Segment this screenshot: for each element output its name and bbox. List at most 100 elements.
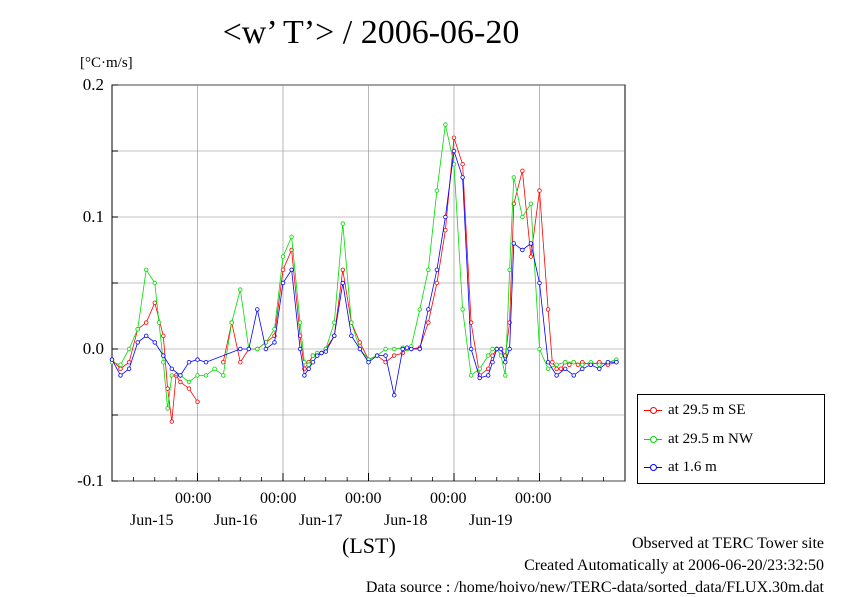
data-point <box>323 349 328 354</box>
data-point <box>212 366 217 371</box>
data-point <box>306 362 311 367</box>
data-point <box>229 320 234 325</box>
legend-label: at 29.5 m SE <box>668 401 746 418</box>
data-point <box>289 267 294 272</box>
data-point <box>238 360 243 365</box>
x-tick-date-label: Jun-18 <box>384 512 428 529</box>
data-point <box>357 346 363 352</box>
data-point <box>571 373 576 378</box>
data-point <box>297 320 303 325</box>
data-point <box>426 307 431 312</box>
x-tick-time-label: 00:00 <box>430 490 467 507</box>
y-tick-label: 0.1 <box>82 207 104 226</box>
data-point <box>152 340 157 345</box>
legend-item: at 29.5 m SE <box>644 400 746 420</box>
data-point <box>126 346 132 352</box>
x-tick-date-label: Jun-16 <box>214 512 258 529</box>
data-point <box>220 360 226 365</box>
data-point <box>426 320 431 325</box>
data-point <box>554 373 559 378</box>
data-point <box>315 353 320 358</box>
data-point <box>477 366 482 371</box>
data-point <box>109 357 115 362</box>
data-point <box>443 122 448 127</box>
data-point <box>118 366 123 371</box>
legend-swatch-red <box>644 406 662 414</box>
y-tick-label: 0.0 <box>82 339 104 358</box>
data-point <box>511 175 516 180</box>
data-point <box>404 345 410 350</box>
data-point <box>118 362 123 367</box>
data-point <box>297 346 303 352</box>
data-point <box>272 327 277 332</box>
data-point <box>490 353 495 358</box>
data-point <box>280 254 286 259</box>
data-point <box>443 227 448 233</box>
data-point <box>520 247 525 253</box>
data-point <box>554 362 559 367</box>
data-point <box>366 360 371 365</box>
data-point <box>135 327 140 332</box>
data-point <box>165 386 170 391</box>
data-point <box>186 360 192 365</box>
series-line <box>111 301 198 422</box>
data-point <box>152 300 157 305</box>
data-point <box>545 307 551 312</box>
footer-source: Data source : /home/hoivo/new/TERC-data/… <box>365 579 824 596</box>
data-point <box>545 360 551 365</box>
data-point <box>460 307 465 312</box>
x-axis-label: (LST) <box>342 533 396 558</box>
data-point <box>118 373 123 378</box>
data-point <box>126 360 132 365</box>
data-point <box>263 346 269 352</box>
y-axis-unit-label: [°C·m/s] <box>80 55 133 71</box>
data-point <box>392 393 397 398</box>
data-point <box>203 360 209 365</box>
data-point <box>152 280 157 286</box>
data-point <box>203 373 209 378</box>
y-tick-label: -0.1 <box>77 471 104 490</box>
data-point <box>238 346 243 352</box>
data-point <box>392 353 397 358</box>
data-point <box>460 175 465 180</box>
data-point <box>605 360 611 365</box>
legend-swatch-green <box>644 435 662 443</box>
data-point <box>156 320 162 325</box>
data-point <box>409 346 414 352</box>
data-point <box>511 241 516 246</box>
legend-item: at 1.6 m <box>644 457 717 477</box>
data-point <box>537 346 542 352</box>
series-line <box>111 150 617 396</box>
data-point <box>143 333 149 338</box>
legend-swatch-blue <box>644 463 662 471</box>
x-tick-date-label: Jun-15 <box>130 512 174 529</box>
data-point <box>340 280 345 286</box>
data-point <box>486 373 491 378</box>
data-point <box>563 360 568 365</box>
data-point <box>178 373 183 378</box>
data-point <box>588 362 593 367</box>
data-point <box>528 241 534 246</box>
data-point <box>340 221 345 226</box>
data-point <box>597 366 602 371</box>
x-tick-time-label: 00:00 <box>175 490 212 507</box>
data-point <box>349 333 354 338</box>
legend-label: at 1.6 m <box>668 458 717 475</box>
data-point <box>468 346 474 352</box>
data-point <box>503 373 508 378</box>
chart-title: <w’ T’> / 2006-06-20 <box>222 14 520 51</box>
data-point <box>614 360 619 365</box>
data-point <box>195 373 200 378</box>
data-point <box>357 340 363 345</box>
data-point <box>306 366 311 371</box>
legend-item: at 29.5 m NW <box>644 429 753 449</box>
legend: at 29.5 m SE at 29.5 m NW at 1.6 m <box>637 394 825 484</box>
data-point <box>220 373 226 378</box>
data-point <box>494 346 499 352</box>
data-point <box>161 333 166 338</box>
data-point <box>195 399 200 404</box>
data-point <box>490 346 495 352</box>
x-tick-date-label: Jun-19 <box>469 512 513 529</box>
data-point <box>507 346 512 352</box>
data-point <box>143 267 149 272</box>
